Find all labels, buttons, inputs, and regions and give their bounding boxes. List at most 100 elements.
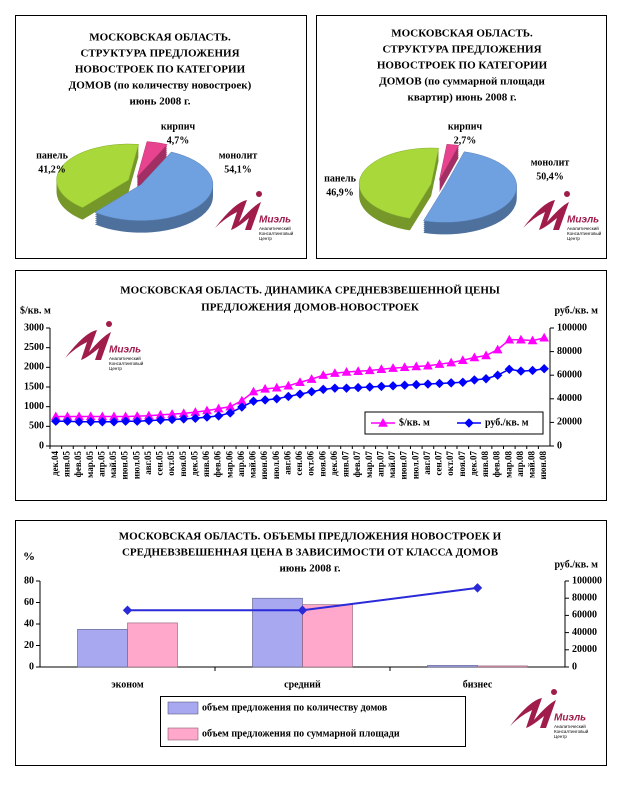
x-tick-label: ноя.07	[457, 451, 467, 477]
chart-title: МОСКОВСКАЯ ОБЛАСТЬ. ОБЪЕМЫ ПРЕДЛОЖЕНИЯ Н…	[119, 531, 502, 543]
logo-name: Миэль	[554, 713, 586, 724]
marker	[74, 417, 84, 427]
logo-mark	[523, 200, 569, 230]
bar	[302, 604, 353, 668]
marker	[527, 365, 538, 376]
marker	[260, 395, 270, 405]
marker	[271, 382, 282, 392]
x-tick-label: мар.05	[85, 451, 95, 478]
slice-value: 41,2%	[38, 164, 66, 175]
x-tick-label: апр.07	[375, 451, 385, 477]
marker	[516, 366, 526, 376]
marker	[469, 375, 480, 385]
logo-text: Консалтинговый	[567, 230, 602, 236]
x-tick-label: май.05	[108, 451, 118, 479]
marker	[283, 380, 294, 390]
marker	[353, 382, 363, 393]
x-tick-label: апр.06	[236, 451, 246, 477]
slice-label: панель	[324, 173, 357, 184]
y-tick-label: 500	[29, 421, 44, 432]
y-tick-label: 80	[24, 575, 34, 586]
marker	[306, 387, 317, 397]
x-tick-label: фев.06	[213, 451, 223, 478]
x-tick-label: ноя.06	[317, 451, 327, 477]
marker	[306, 374, 317, 383]
chart-frame	[15, 270, 607, 501]
x-tick-label: янв.07	[341, 451, 351, 478]
logo-text: Аналитический	[109, 355, 141, 361]
y2-tick-label: 100000	[572, 575, 602, 586]
chart-title: МОСКОВСКАЯ ОБЛАСТЬ.	[89, 32, 231, 44]
logo-text: Консалтинговый	[109, 360, 144, 366]
marker	[295, 377, 305, 386]
logo-text: Аналитический	[259, 225, 291, 231]
marker	[457, 355, 468, 364]
x-tick-label: окт.06	[306, 451, 316, 476]
chart-title: июнь 2008 г.	[280, 563, 341, 575]
y2-tick-label: 20000	[557, 417, 582, 428]
legend-label: $/кв. м	[399, 417, 430, 428]
marker	[446, 378, 456, 388]
marker	[51, 416, 61, 426]
y2-tick-label: 0	[572, 661, 577, 672]
marker	[481, 374, 491, 384]
marker	[97, 417, 108, 427]
logo-text: Аналитический	[567, 225, 599, 231]
y-tick-label: 1500	[24, 381, 44, 392]
chart-title: МОСКОВСКАЯ ОБЛАСТЬ.	[391, 28, 533, 40]
legend-swatch	[167, 727, 199, 741]
x-tick-label: мар.07	[364, 451, 374, 478]
marker	[213, 411, 224, 421]
marker	[469, 352, 480, 362]
bar	[127, 622, 178, 668]
y-tick-label: 2500	[24, 342, 44, 353]
marker	[504, 364, 515, 375]
y2-tick-label: 20000	[572, 644, 597, 655]
chart-title: СРЕДНЕВЗВЕШЕННАЯ ЦЕНА В ЗАВИСИМОСТИ ОТ К…	[122, 547, 499, 559]
marker	[62, 416, 73, 426]
logo-text: Центр	[554, 734, 567, 739]
x-tick-label: май.07	[387, 451, 397, 479]
x-tick-label: средний	[284, 679, 321, 690]
marker	[434, 378, 445, 389]
legend-swatch	[167, 701, 199, 715]
x-tick-label: дек.05	[189, 451, 199, 476]
logo-text: Центр	[259, 236, 272, 241]
legend-label: объем предложения по количеству домов	[202, 702, 388, 713]
logo-dot	[564, 191, 570, 197]
marker	[295, 389, 305, 399]
x-tick-label: янв.06	[201, 451, 211, 478]
marker	[539, 364, 549, 374]
logo-name: Миэль	[259, 215, 291, 226]
slice-side	[439, 146, 459, 183]
marker	[364, 365, 375, 375]
marker	[179, 414, 189, 424]
marker	[202, 412, 212, 422]
x-tick-label: мар.08	[503, 451, 513, 478]
logo-text: Консалтинговый	[259, 230, 294, 236]
x-tick-label: янв.05	[62, 451, 72, 478]
logo-mark	[510, 698, 556, 728]
x-tick-label: июн.06	[259, 451, 269, 480]
logo-name: Миэль	[567, 215, 599, 226]
marker	[283, 391, 294, 402]
chart-title: ПРЕДЛОЖЕНИЯ ДОМОВ-НОВОСТРОЕК	[201, 302, 419, 314]
x-tick-label: окт.07	[445, 451, 455, 476]
logo-name: Миэль	[109, 345, 141, 356]
slice-label: кирпич	[161, 121, 196, 132]
slice-side	[439, 148, 459, 185]
legend-label: объем предложения по суммарной площади	[202, 728, 400, 739]
slice-side	[439, 152, 459, 189]
slice-value: 46,9%	[326, 187, 354, 198]
y2-tick-label: 40000	[572, 627, 597, 638]
logo-text: Центр	[109, 366, 122, 371]
y-tick-label: 60	[24, 597, 34, 608]
marker	[248, 386, 259, 396]
slice-value: 50,4%	[536, 171, 564, 182]
x-tick-label: июн.08	[538, 451, 548, 480]
slice-label: панель	[36, 150, 69, 161]
chart-title: НОВОСТРОЕК ПО КАТЕГОРИИ	[377, 60, 548, 72]
marker	[248, 396, 259, 406]
legend-label: руб./кв. м	[485, 417, 529, 428]
